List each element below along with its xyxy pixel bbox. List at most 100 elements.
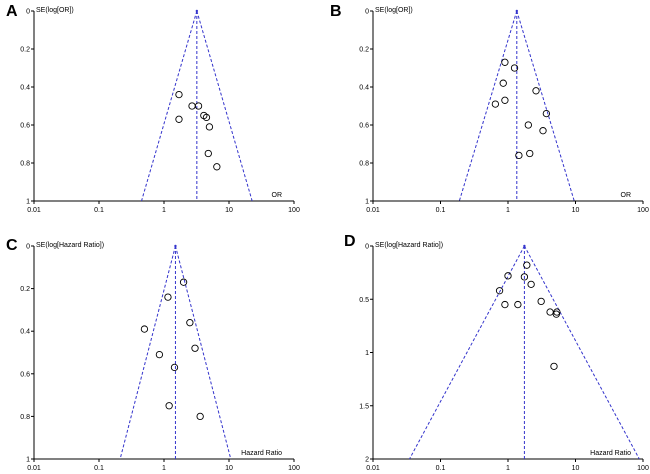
study-point [202,113,211,122]
y-axis-title: SE(log[Hazard Ratio]) [375,242,443,249]
y-tick-label: 1 [26,199,30,206]
funnel-apex-dot [515,9,518,13]
funnel-apex-dot [195,9,199,13]
x-axis-title: OR [621,192,632,199]
x-tick-label: 1 [506,207,510,214]
study-point [532,87,540,95]
study-point [523,261,531,269]
x-tick-label: 0.01 [366,465,380,472]
y-axis-title: SE(log[OR]) [36,7,74,14]
x-tick-label: 0.01 [366,207,380,214]
y-tick-label: 0.5 [359,297,369,304]
x-tick-label: 10 [572,465,580,472]
x-axis-title: OR [272,192,283,199]
funnel-panel-a: A 00.20.40.60.810.01 0.1 1 10 100SE(log[OR])O… [6,3,300,214]
study-point [175,90,183,99]
y-tick-label: 0.2 [20,286,30,293]
study-point [526,149,534,158]
study-point [194,102,203,110]
panel-letter: B [330,3,342,20]
study-point [515,151,523,160]
panel-letter: A [6,3,18,20]
y-axis-title: SE(log[OR]) [375,7,413,14]
study-point [186,319,194,327]
study-point [213,163,221,171]
x-tick-label: 1 [506,465,510,472]
y-tick-label: 0.4 [20,85,30,92]
y-tick-label: 0.8 [20,161,30,168]
x-tick-label: 0.1 [94,465,104,472]
study-point [491,100,500,108]
funnel-right-limit [523,245,640,460]
study-point [504,272,512,280]
study-point [495,287,504,295]
study-point [155,350,164,359]
x-tick-label: 10 [225,465,233,472]
funnel-panel-c: C 00.20.40.60.810.01 0.1 1 10 100SE(log[Hazar… [6,237,300,472]
study-point [196,412,204,421]
funnel-right-limit [196,10,253,202]
x-tick-label: 1 [162,465,166,472]
study-point [188,102,196,110]
x-tick-label: 10 [572,207,580,214]
funnel-panel-b: B 00.20.40.60.810.01 0.1 1 10 100SE(log[OR])O… [330,3,649,214]
y-tick-label: 0.4 [20,329,30,336]
y-tick-label: 0.6 [20,371,30,378]
study-point [537,297,545,306]
funnel-left-limit [119,245,176,460]
study-point [539,127,547,135]
y-tick-label: 1 [365,350,369,357]
study-point [175,115,183,123]
x-tick-label: 1 [162,207,166,214]
funnel-panel-d: D 0 0.5 1 1.5 20.01 0.1 1 10 100 SE(log[Hazard Rat… [344,233,649,472]
funnel-right-limit [174,245,232,460]
study-point [179,278,188,286]
y-tick-label: 0.8 [359,161,369,168]
study-point [524,121,532,129]
x-tick-label: 0.01 [27,207,41,214]
funnel-left-limit [141,10,198,202]
y-tick-label: 0.2 [20,47,30,54]
x-tick-label: 100 [288,207,300,214]
funnel-left-limit [409,245,525,460]
study-point [527,280,535,288]
x-tick-label: 0.1 [436,465,446,472]
study-point [514,300,522,309]
x-axis-title: Hazard Ratio [241,450,282,457]
y-tick-label: 1 [26,457,30,464]
study-point [164,293,172,301]
y-tick-label: 1.5 [359,403,369,410]
y-axis-title: SE(log[Hazard Ratio]) [36,242,104,249]
x-tick-label: 10 [225,207,233,214]
panel-letter: D [344,233,356,250]
study-point [546,308,554,316]
study-point [520,273,529,281]
funnel-left-limit [458,10,518,202]
y-tick-label: 0 [26,244,30,251]
study-point [499,79,507,87]
study-point [501,96,509,104]
study-point [140,325,149,333]
study-point [552,310,560,318]
x-tick-label: 0.1 [94,207,104,214]
funnel-right-limit [516,10,575,202]
y-tick-label: 0.4 [359,85,369,92]
y-tick-label: 0.8 [20,414,30,421]
study-point [542,109,551,118]
study-point [204,149,212,158]
study-point [165,402,173,410]
study-point [205,123,214,131]
study-point [501,300,509,309]
x-axis-title: Hazard Ratio [590,450,631,457]
y-tick-label: 0 [26,9,30,16]
y-tick-label: 0.6 [20,123,30,130]
panel-letter: C [6,237,18,254]
study-point [191,344,199,352]
study-point [510,64,519,72]
study-point [170,363,179,372]
y-tick-label: 0 [365,244,369,251]
x-tick-label: 100 [637,465,649,472]
funnel-apex-dot [523,244,526,248]
y-tick-label: 0 [365,9,369,16]
